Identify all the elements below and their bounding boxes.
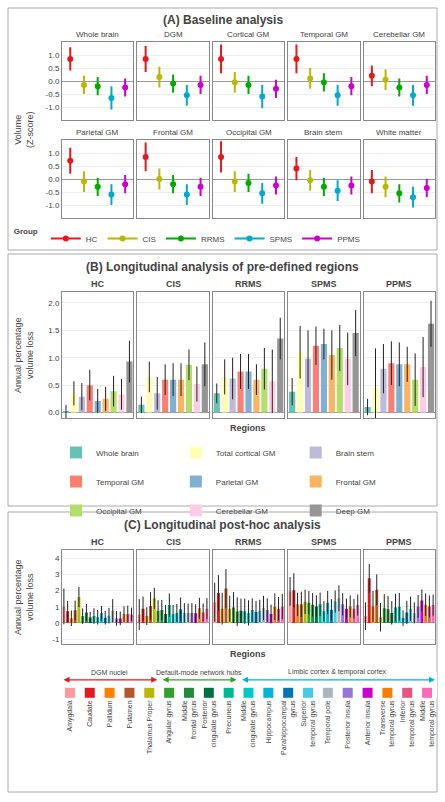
svg-text:SPMS: SPMS [269,235,292,244]
svg-text:0.0: 0.0 [48,408,60,417]
svg-text:(B) Longitudinal analysis of p: (B) Longitudinal analysis of pre-defined… [86,260,359,274]
svg-text:Occipital GM: Occipital GM [96,507,142,516]
svg-text:White matter: White matter [376,128,422,137]
svg-text:Caudate: Caudate [86,700,93,727]
svg-text:HC: HC [91,537,104,547]
svg-text:-1: -1 [52,635,60,644]
svg-text:Whole brain: Whole brain [96,449,139,458]
svg-text:HC: HC [86,235,98,244]
svg-text:4: 4 [55,554,60,563]
svg-text:Posterior insula: Posterior insula [344,700,351,748]
svg-text:PPMS: PPMS [386,537,412,547]
svg-text:CIS: CIS [166,537,181,547]
svg-text:1.0: 1.0 [48,51,60,60]
svg-text:-0.5: -0.5 [46,90,60,99]
svg-text:0.5: 0.5 [48,64,60,73]
svg-text:Middletemporal gyrus: Middletemporal gyrus [419,700,436,747]
svg-text:Posteriorcingulate gyrus: Posteriorcingulate gyrus [201,700,218,748]
svg-text:1.0: 1.0 [48,354,60,363]
svg-text:Temporal pole: Temporal pole [324,700,332,744]
svg-text:0.5: 0.5 [48,162,60,171]
svg-text:RRMS: RRMS [235,279,262,289]
svg-text:0.0: 0.0 [48,175,60,184]
svg-text:Thalamus Proper: Thalamus Proper [146,700,154,754]
svg-text:Frontal GM: Frontal GM [336,478,376,487]
svg-text:Brain stem: Brain stem [336,449,375,458]
svg-text:2.0: 2.0 [48,299,60,308]
svg-text:1: 1 [55,603,60,612]
svg-text:1.0: 1.0 [48,149,60,158]
svg-text:Regions: Regions [230,649,266,659]
svg-text:Cortical GM: Cortical GM [227,30,270,39]
svg-text:Cerebellar GM: Cerebellar GM [216,507,268,516]
svg-text:(A) Baseline analysis: (A) Baseline analysis [163,13,283,27]
svg-text:Parietal GM: Parietal GM [76,128,119,137]
svg-text:Temporal GM: Temporal GM [300,30,348,39]
svg-text:Frontal GM: Frontal GM [153,128,193,137]
svg-text:1.5: 1.5 [48,326,60,335]
svg-text:-1.0: -1.0 [46,103,60,112]
svg-text:DGM: DGM [164,30,183,39]
svg-text:Hippocampus: Hippocampus [265,700,273,743]
svg-text:(C) Longitudinal post-hoc anal: (C) Longitudinal post-hoc analysis [124,518,321,532]
svg-text:Angular gyrus: Angular gyrus [165,700,173,744]
svg-text:Inferiortemporal gyrus: Inferiortemporal gyrus [399,700,416,747]
svg-text:Annual percentagevolume loss: Annual percentagevolume loss [13,317,35,393]
svg-text:Brain stem: Brain stem [304,128,343,137]
svg-text:0.0: 0.0 [48,77,60,86]
svg-text:Superiortemporal gyrus: Superiortemporal gyrus [300,700,317,747]
svg-text:Transversetemporal gyrus: Transversetemporal gyrus [379,700,396,747]
svg-text:Whole brain: Whole brain [76,30,119,39]
svg-text:0.5: 0.5 [48,381,60,390]
svg-text:DGM nuclei: DGM nuclei [91,669,128,676]
svg-text:Amygdala: Amygdala [66,700,74,731]
svg-text:RRMS: RRMS [201,235,225,244]
svg-text:Total cortical GM: Total cortical GM [216,449,276,458]
svg-text:Precuneus: Precuneus [225,700,232,734]
svg-text:Volume(Z-score): Volume(Z-score) [13,112,35,149]
svg-text:Temporal GM: Temporal GM [96,478,144,487]
svg-text:0: 0 [55,619,60,628]
svg-text:2: 2 [55,586,60,595]
svg-text:Pallidum: Pallidum [106,700,113,727]
svg-text:HC: HC [91,279,104,289]
svg-text:Middlecingulate gyrus: Middlecingulate gyrus [240,700,257,748]
svg-text:Occipital GM: Occipital GM [226,128,272,137]
svg-text:Default-mode network hubs: Default-mode network hubs [156,669,242,676]
svg-text:Deep GM: Deep GM [336,507,371,516]
svg-text:Limbic cortex & temporal corte: Limbic cortex & temporal cortex [288,668,387,676]
svg-text:-1.0: -1.0 [46,201,60,210]
svg-text:Cerebellar GM: Cerebellar GM [373,30,425,39]
svg-text:Parietal GM: Parietal GM [216,478,259,487]
svg-text:Putamen: Putamen [126,700,133,728]
svg-text:PPMS: PPMS [337,235,360,244]
svg-text:CIS: CIS [166,279,181,289]
svg-text:SPMS: SPMS [311,279,337,289]
svg-text:PPMS: PPMS [386,279,412,289]
svg-text:Regions: Regions [230,423,266,433]
svg-text:Parahippocampalgyrus: Parahippocampalgyrus [280,700,297,755]
svg-text:Middlefrontal gyrus: Middlefrontal gyrus [181,700,198,739]
svg-text:SPMS: SPMS [311,537,337,547]
svg-text:Group: Group [14,227,38,236]
svg-text:Anterior insula: Anterior insula [364,700,371,745]
svg-text:CIS: CIS [143,235,156,244]
svg-text:Annual percentagevolume loss: Annual percentagevolume loss [13,559,35,635]
svg-text:3: 3 [55,570,60,579]
svg-text:-0.5: -0.5 [46,188,60,197]
svg-text:RRMS: RRMS [235,537,262,547]
